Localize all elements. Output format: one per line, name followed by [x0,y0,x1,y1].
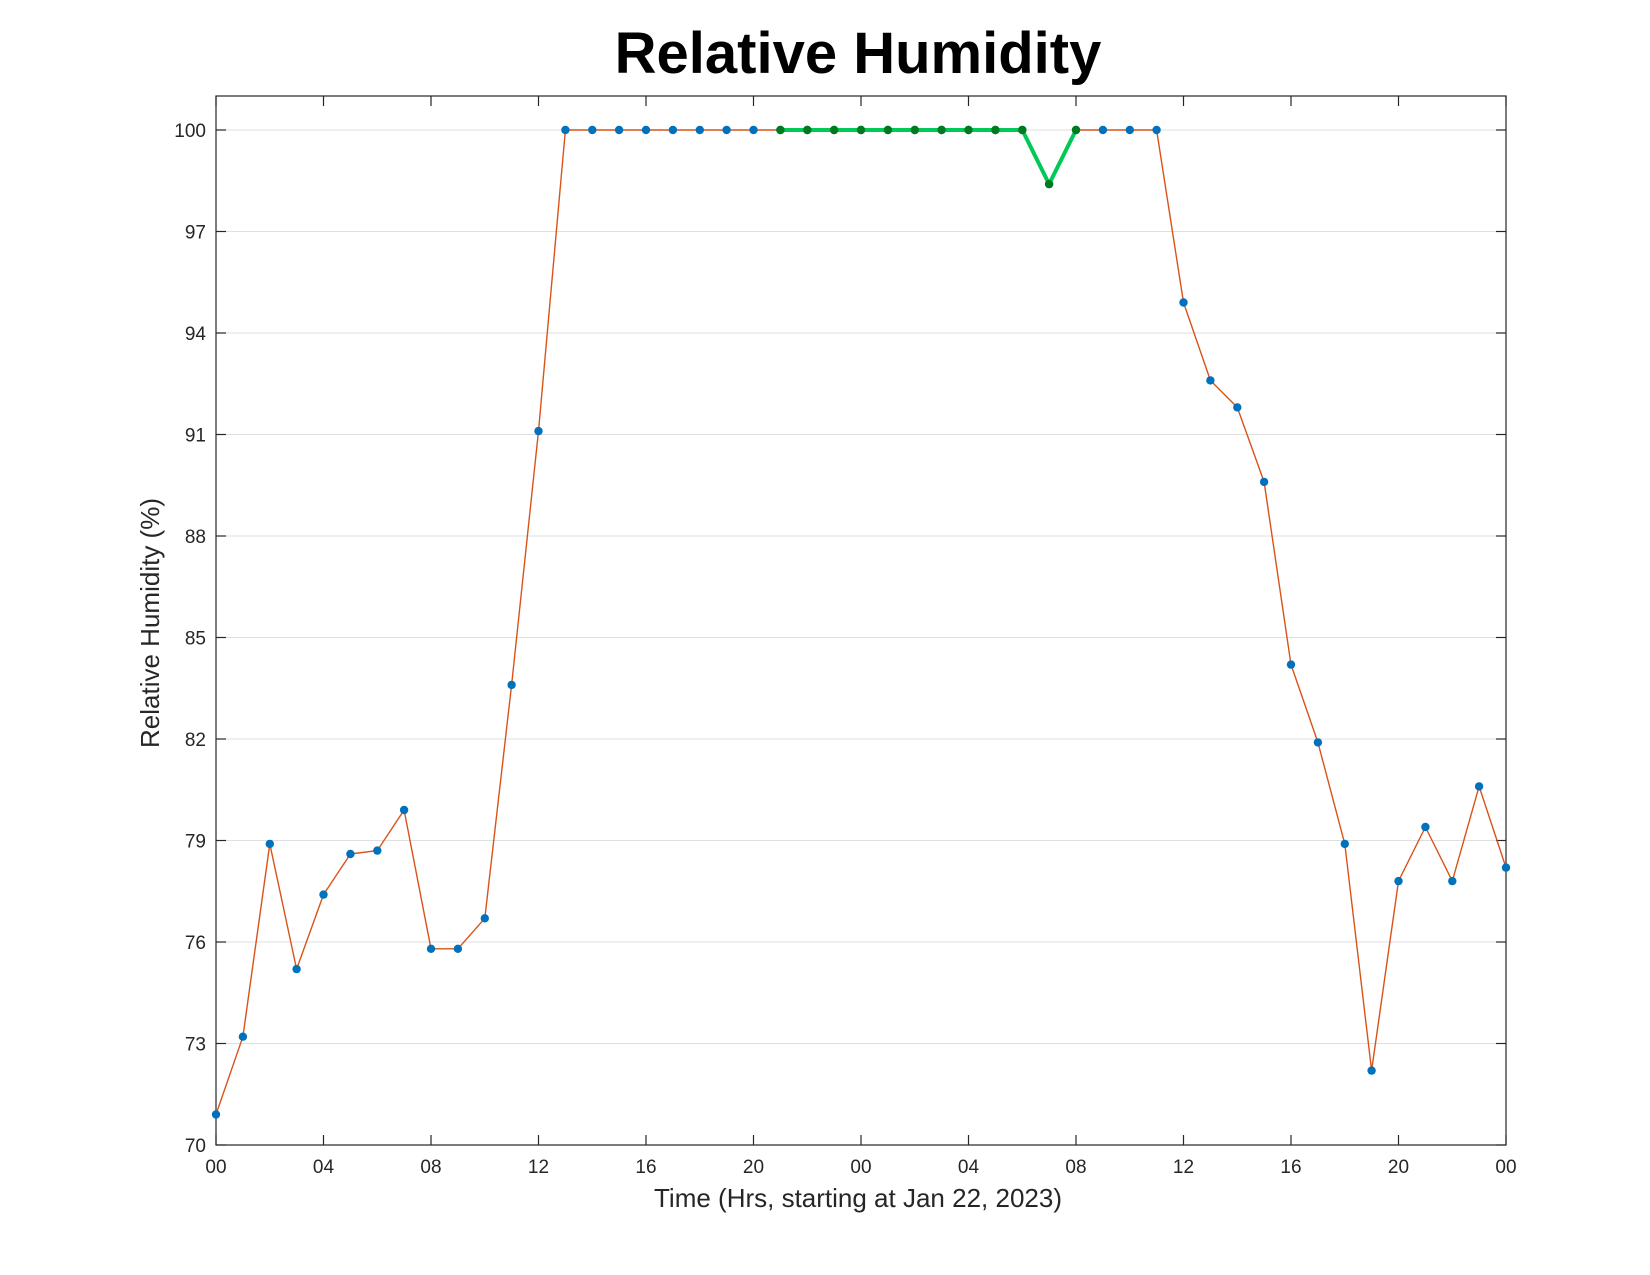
chart-title: Relative Humidity [615,21,1102,86]
y-tick-label: 97 [185,223,206,244]
highlight-data-point [964,125,973,135]
data-point [614,125,624,135]
data-point [749,125,758,135]
x-tick-label: 12 [1173,1157,1194,1178]
data-point [1098,125,1108,135]
data-point [695,125,704,135]
data-point [373,846,382,855]
highlight-data-point [856,125,866,135]
x-tick-label: 08 [1065,1157,1086,1178]
y-tick-label: 73 [185,1035,206,1056]
data-point [1313,738,1323,747]
data-point [641,125,651,135]
x-axis-label: Time (Hrs, starting at Jan 22, 2023) [654,1183,1062,1213]
y-tick-label: 94 [185,324,207,345]
data-point [238,1032,248,1041]
x-tick-label: 12 [528,1157,549,1178]
x-tick-label: 00 [850,1157,871,1178]
highlight-data-point [776,125,785,135]
x-tick-label: 16 [1280,1157,1301,1178]
data-point [668,125,678,135]
data-point [561,125,570,135]
y-tick-label: 76 [185,933,206,954]
data-point [1206,376,1215,385]
y-tick-label: 100 [174,121,206,142]
data-point [1340,839,1350,849]
data-point [1286,660,1296,669]
y-tick-label: 70 [185,1136,206,1157]
highlight-data-point [1071,125,1081,135]
x-tick-label: 20 [743,1157,764,1178]
data-point [211,1110,221,1119]
x-tick-label: 08 [420,1157,441,1178]
y-tick-label: 82 [185,730,206,751]
data-point [265,839,274,849]
highlight-data-point [937,125,946,135]
highlight-data-point [991,125,1000,135]
series-line-highlight [780,128,1078,187]
x-tick-label: 16 [635,1157,656,1178]
highlight-data-point [1018,125,1027,135]
y-tick-label: 88 [185,527,206,548]
series-layer [211,125,1511,1119]
highlight-data-point [829,125,839,135]
data-point [1367,1066,1376,1075]
data-point [1474,782,1484,791]
data-point [1259,477,1269,487]
data-point [588,125,597,135]
data-point [1125,125,1135,135]
data-point [722,125,731,135]
x-tick-label: 00 [205,1157,226,1178]
data-point [426,944,436,953]
data-point [1179,298,1188,307]
axis-ticks: 70 73 76 79 82 85 88 91 94 97 100 00 04 08 12 16 20 00 04 0… [174,96,1517,1178]
data-point [480,914,489,923]
y-tick-label: 85 [185,629,206,650]
highlight-data-point [803,125,812,135]
data-point [534,426,543,436]
data-point [292,964,301,974]
x-tick-label: 04 [313,1157,335,1178]
highlight-data-point [910,125,919,135]
data-point [346,849,355,859]
x-tick-label: 20 [1388,1157,1409,1178]
data-point [453,944,463,953]
x-tick-label: 04 [958,1157,980,1178]
y-axis-label: Relative Humidity (%) [135,498,165,748]
data-point [1421,822,1430,832]
y-tick-label: 91 [185,426,206,447]
data-point [399,805,409,815]
highlight-data-point [1044,179,1054,189]
data-point [507,680,516,690]
data-point [1152,125,1161,135]
data-point [1448,876,1457,886]
highlight-data-point [883,125,893,135]
data-point [319,890,328,899]
x-tick-label: 00 [1495,1157,1516,1178]
data-point [1394,876,1403,886]
y-tick-label: 79 [185,832,206,853]
data-point [1501,863,1511,872]
data-point [1233,403,1242,412]
